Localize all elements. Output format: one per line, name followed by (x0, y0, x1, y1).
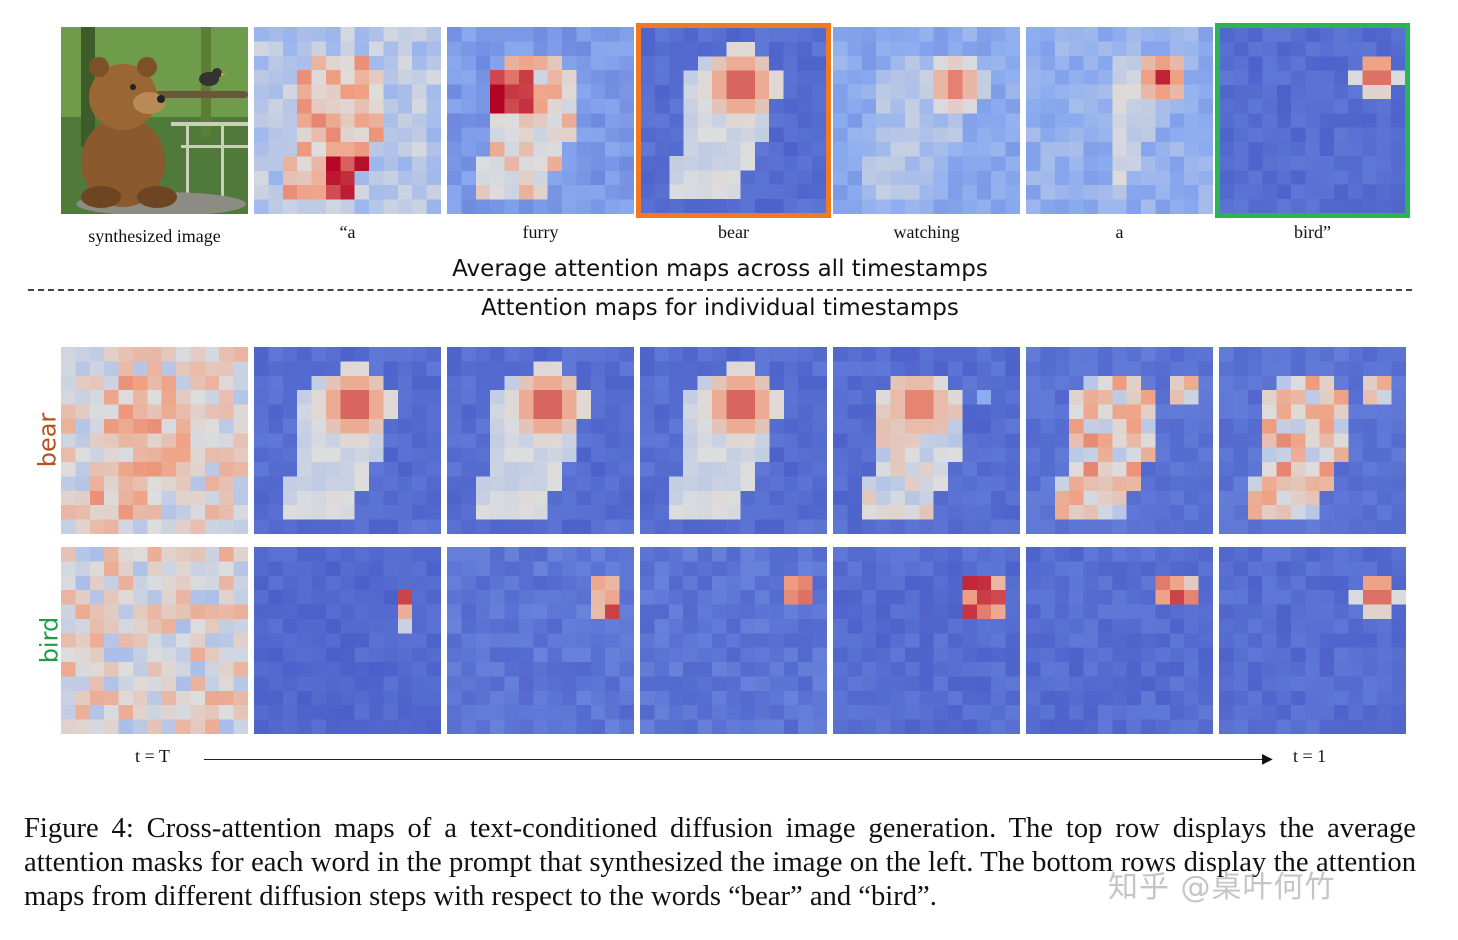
heatmap (1026, 347, 1213, 534)
figure-caption: Figure 4: Cross-attention maps of a text… (24, 813, 1416, 912)
heatmap (254, 27, 441, 214)
heatmap (833, 347, 1020, 534)
row-label-bear: bear (33, 412, 62, 468)
synthesized-image (61, 27, 248, 214)
time-arrow (204, 759, 1270, 760)
heatmap (1219, 347, 1406, 534)
heatmap (254, 547, 441, 734)
heatmap (1220, 28, 1405, 213)
watermark: 知乎 @桌叶何竹 (1108, 870, 1336, 905)
avg-map-a (1026, 27, 1213, 214)
row-label-bird: bird (35, 616, 64, 664)
heatmap (833, 27, 1020, 214)
bird-step-1 (61, 547, 248, 734)
word-label-2: furry (522, 222, 559, 242)
bird-step-5 (833, 547, 1020, 734)
heatmap (447, 27, 634, 214)
heatmap (641, 28, 826, 213)
heatmap (1026, 547, 1213, 734)
avg-map-a-open (254, 27, 441, 214)
bird-step-6 (1026, 547, 1213, 734)
time-end-label: t = 1 (1293, 746, 1327, 766)
bear-step-3 (447, 347, 634, 534)
bear-step-6 (1026, 347, 1213, 534)
word-label-3: bear (718, 222, 749, 242)
bird-step-4 (640, 547, 827, 734)
avg-map-watching (833, 27, 1020, 214)
bear-step-1 (61, 347, 248, 534)
synthesized-image-label: synthesized image (88, 226, 221, 246)
word-label-4: watching (893, 222, 960, 242)
heatmap (61, 547, 248, 734)
heatmap (1026, 27, 1213, 214)
section-divider (28, 289, 1412, 291)
heatmap (640, 347, 827, 534)
avg-map-bear (636, 23, 831, 218)
arrow-head-icon: ▶ (1262, 752, 1273, 767)
bear-step-2 (254, 347, 441, 534)
word-label-6: bird” (1294, 222, 1331, 242)
heatmap (1219, 547, 1406, 734)
heading-average-maps: Average attention maps across all timest… (452, 256, 988, 282)
bird-step-2 (254, 547, 441, 734)
bird-step-7 (1219, 547, 1406, 734)
heatmap (447, 547, 634, 734)
word-label-5: a (1115, 222, 1124, 242)
time-start-label: t = T (135, 746, 170, 766)
bird-step-3 (447, 547, 634, 734)
heatmap (61, 347, 248, 534)
bear-step-7 (1219, 347, 1406, 534)
heatmap (640, 547, 827, 734)
avg-map-bird (1215, 23, 1410, 218)
bear-step-5 (833, 347, 1020, 534)
heatmap (254, 347, 441, 534)
heatmap (833, 547, 1020, 734)
bear-step-4 (640, 347, 827, 534)
heading-individual-maps: Attention maps for individual timestamps (481, 295, 959, 321)
avg-map-furry (447, 27, 634, 214)
bear-photo-illustration (61, 27, 248, 214)
heatmap (447, 347, 634, 534)
word-label-1: “a (339, 222, 356, 242)
